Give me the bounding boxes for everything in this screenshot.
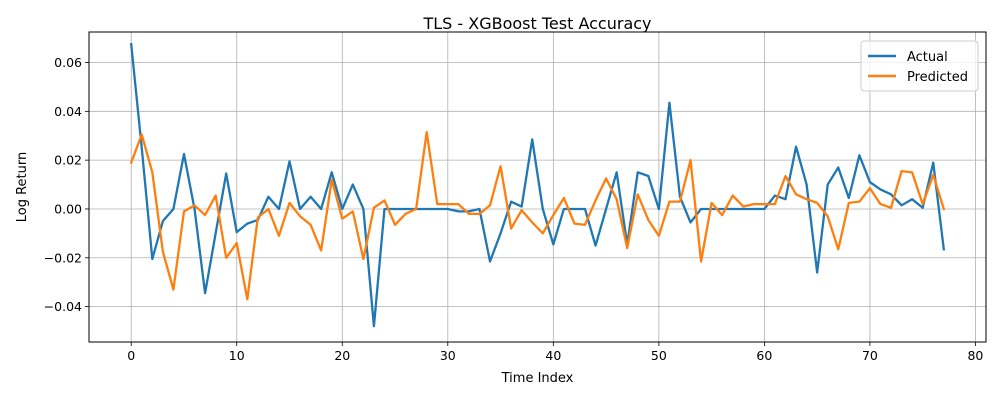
y-axis-label: Log Return	[15, 152, 30, 223]
x-tick-label: 50	[651, 348, 667, 363]
legend-predicted-label: Predicted	[907, 70, 968, 85]
y-tick-label: 0.02	[54, 153, 82, 168]
x-tick-label: 0	[127, 348, 135, 363]
x-tick-label: 30	[440, 348, 456, 363]
x-axis-label: Time Index	[501, 371, 574, 386]
legend: Actual Predicted	[860, 40, 979, 92]
series-layer	[129, 42, 946, 328]
legend-box	[860, 40, 979, 92]
y-tick-label: 0.06	[54, 55, 82, 70]
y-tick-label: −0.02	[44, 250, 82, 265]
x-tick-label: 60	[756, 348, 772, 363]
x-tick-label: 20	[334, 348, 350, 363]
ticks: 0 10 20 30 40 50 60 70 80 −0.04 −0.02 0.00 0.02 0.04 0…	[44, 55, 984, 363]
y-tick-label: 0.00	[54, 201, 82, 216]
x-tick-label: 10	[229, 348, 245, 363]
legend-actual-label: Actual	[907, 50, 948, 65]
y-tick-label: −0.04	[44, 299, 82, 314]
x-tick-label: 40	[545, 348, 561, 363]
plot-frame	[88, 31, 987, 343]
series-line-predicted	[129, 130, 946, 301]
x-tick-label: 80	[967, 348, 983, 363]
chart-title: TLS - XGBoost Test Accuracy	[422, 14, 651, 33]
x-tick-label: 70	[862, 348, 878, 363]
y-tick-label: 0.04	[54, 104, 82, 119]
